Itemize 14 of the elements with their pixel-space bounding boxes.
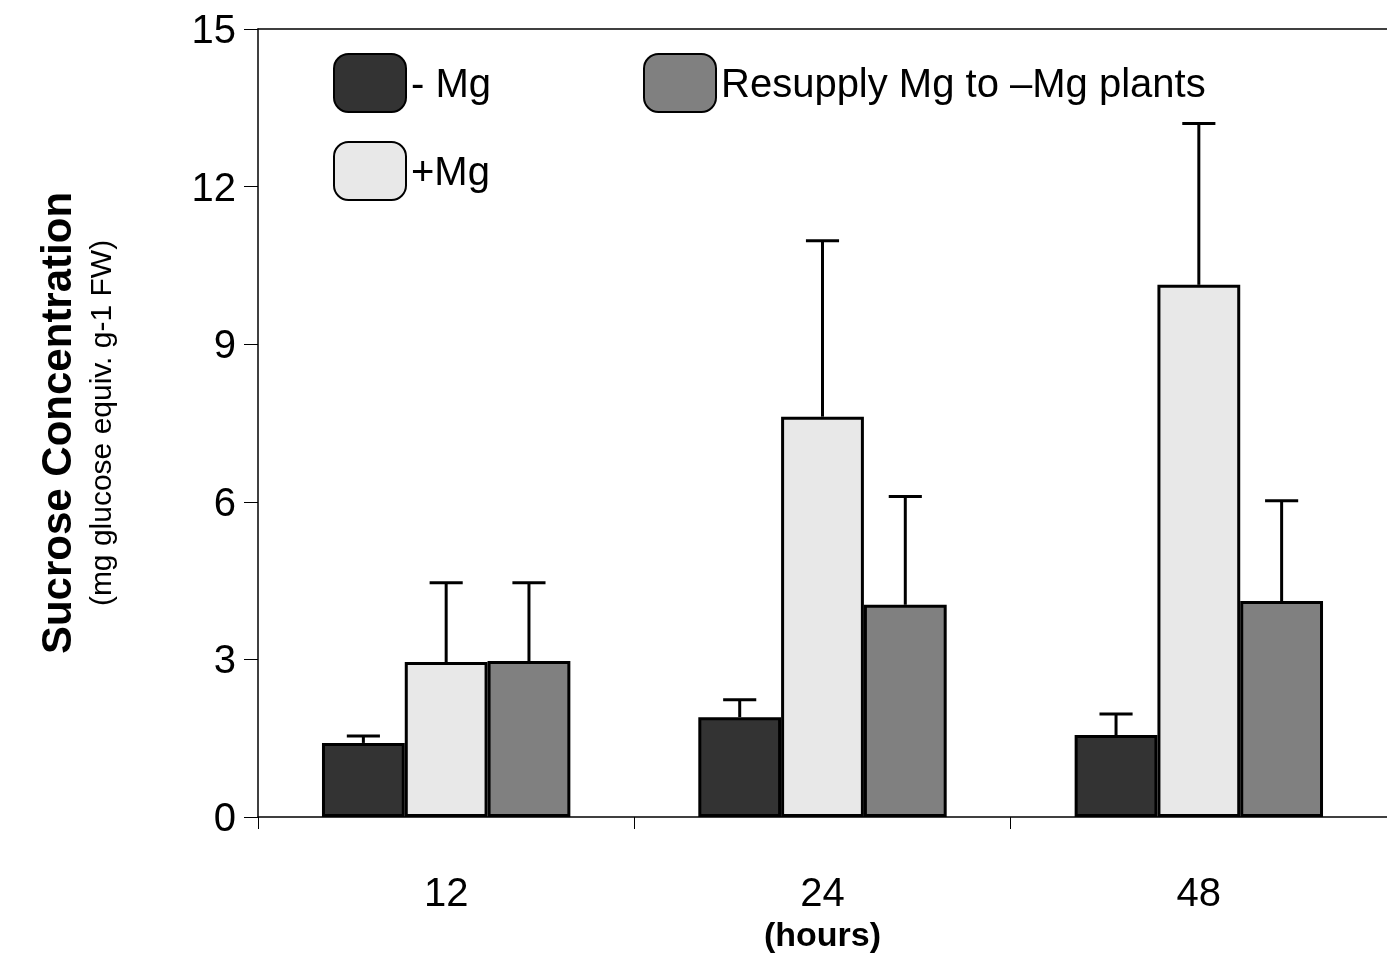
y-tick-label: 0 [213, 795, 236, 839]
y-tick-label: 3 [213, 637, 236, 682]
x-tick-label: 48 [1176, 870, 1222, 914]
x-tick-label: 24 [800, 870, 845, 914]
y-tick-label: 15 [191, 7, 236, 51]
y-tick-label: 12 [191, 164, 236, 209]
legend-label: +Mg [411, 149, 490, 193]
y-tick-label: 6 [213, 479, 236, 524]
y-axis-title: Sucrose Concentration (mg glucose equiv. g-1 FW) [32, 191, 117, 655]
y-tick-label: 9 [213, 322, 236, 367]
legend-label: - Mg [411, 61, 491, 105]
legend-label: Resupply Mg to –Mg plants [721, 61, 1206, 105]
x-tick-label: 12 [423, 870, 469, 914]
x-axis-title: (hours) [763, 915, 882, 953]
